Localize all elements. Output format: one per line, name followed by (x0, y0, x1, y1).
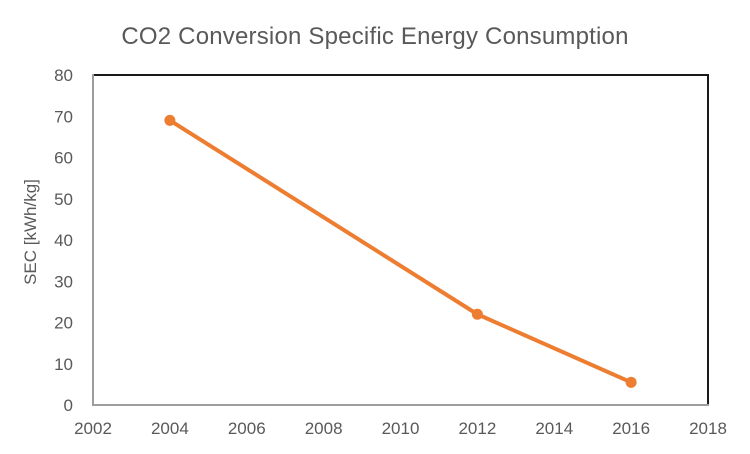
x-tick-label: 2018 (689, 419, 727, 438)
data-line (167, 118, 634, 385)
data-point-2012 (471, 308, 483, 320)
y-tick-label: 70 (54, 107, 73, 126)
y-tick-label: 20 (54, 314, 73, 333)
data-point-2004 (164, 114, 176, 126)
y-tick-label: 40 (54, 231, 73, 250)
y-tick-label: 80 (54, 66, 73, 85)
x-tick-label: 2014 (535, 419, 573, 438)
x-tick-label: 2012 (458, 419, 496, 438)
chart-title: CO2 Conversion Specific Energy Consumpti… (121, 23, 629, 50)
y-tick-label: 30 (54, 272, 73, 291)
y-tick-label: 50 (54, 190, 73, 209)
x-tick-label: 2006 (228, 419, 266, 438)
y-tick-label: 10 (54, 355, 73, 374)
x-tick-label: 2008 (305, 419, 343, 438)
y-tick-label: 0 (64, 396, 73, 415)
x-tick-label: 2016 (612, 419, 650, 438)
x-tick-label: 2002 (74, 419, 112, 438)
x-tick-label: 2004 (151, 419, 189, 438)
data-point-2016 (625, 376, 637, 388)
y-tick-label: 60 (54, 149, 73, 168)
x-tick-label: 2010 (382, 419, 420, 438)
